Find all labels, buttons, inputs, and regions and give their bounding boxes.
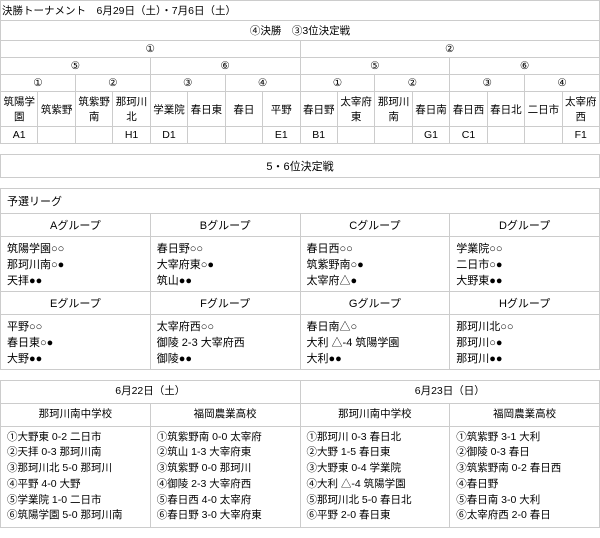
venue-1: 福岡農業高校 xyxy=(150,403,300,426)
tournament-table: 決勝トーナメント 6月29日（土）・7月6日（土） ④決勝 ③3位決定戦 ① ②… xyxy=(0,0,600,144)
group-head: Fグループ xyxy=(150,292,300,315)
quarter-3: ⑤ xyxy=(300,58,450,75)
r16-5: ② xyxy=(375,75,450,92)
code-8: B1 xyxy=(300,127,337,144)
team-3: 那珂川北 xyxy=(113,92,150,127)
team-9: 太宰府東 xyxy=(337,92,374,127)
code-7: E1 xyxy=(263,127,300,144)
venue-3: 福岡農業高校 xyxy=(450,403,600,426)
group-body: 筑陽学園○○那珂川南○●天拝●● xyxy=(1,237,151,292)
group-head: Gグループ xyxy=(300,292,450,315)
group-head: Hグループ xyxy=(450,292,600,315)
tournament-title: 決勝トーナメント 6月29日（土）・7月6日（土） xyxy=(1,1,600,21)
team-14: 二日市 xyxy=(525,92,562,127)
quarter-4: ⑥ xyxy=(450,58,600,75)
semi-1: ① xyxy=(1,41,301,58)
code-13 xyxy=(487,127,524,144)
quarter-1: ⑤ xyxy=(1,58,151,75)
group-head: Eグループ xyxy=(1,292,151,315)
quarter-2: ⑥ xyxy=(150,58,300,75)
code-0: A1 xyxy=(1,127,38,144)
team-11: 春日南 xyxy=(412,92,449,127)
prelim-table: 予選リーグ AグループBグループCグループDグループ 筑陽学園○○那珂川南○●天… xyxy=(0,188,600,370)
r16-2: ③ xyxy=(150,75,225,92)
group-head: Dグループ xyxy=(450,214,600,237)
r16-1: ② xyxy=(75,75,150,92)
code-14 xyxy=(525,127,562,144)
team-13: 春日北 xyxy=(487,92,524,127)
code-9 xyxy=(337,127,374,144)
team-0: 筑陽学園 xyxy=(1,92,38,127)
group-body: 学業院○○二日市○●大野東●● xyxy=(450,237,600,292)
group-head: Cグループ xyxy=(300,214,450,237)
venue-0: 那珂川南中学校 xyxy=(1,403,151,426)
team-12: 春日西 xyxy=(450,92,487,127)
code-5 xyxy=(188,127,225,144)
group-head: Bグループ xyxy=(150,214,300,237)
code-2 xyxy=(75,127,112,144)
group-body: 春日南△○大利 △-4 筑陽学園大利●● xyxy=(300,315,450,370)
team-10: 那珂川南 xyxy=(375,92,412,127)
r16-6: ③ xyxy=(450,75,525,92)
consolation-table: 5・6位決定戦 xyxy=(0,154,600,178)
team-1: 筑紫野 xyxy=(38,92,75,127)
group-head: Aグループ xyxy=(1,214,151,237)
final-row: ④決勝 ③3位決定戦 xyxy=(1,21,600,41)
results-col-1: ①筑紫野南 0-0 太宰府②筑山 1-3 大宰府東③筑紫野 0-0 那珂川④御陵… xyxy=(150,426,300,528)
team-4: 学業院 xyxy=(150,92,187,127)
code-11: G1 xyxy=(412,127,449,144)
team-15: 太宰府西 xyxy=(562,92,599,127)
team-5: 春日東 xyxy=(188,92,225,127)
group-body: 春日西○○筑紫野南○●太宰府△● xyxy=(300,237,450,292)
group-body: 那珂川北○○那珂川○●那珂川●● xyxy=(450,315,600,370)
team-6: 春日 xyxy=(225,92,262,127)
group-body: 平野○○春日東○●大野●● xyxy=(1,315,151,370)
day-1: 6月22日（土） xyxy=(1,381,301,404)
results-col-2: ①那珂川 0-3 春日北②大野 1-5 春日東③大野東 0-4 学業院④大利 △… xyxy=(300,426,450,528)
code-10 xyxy=(375,127,412,144)
team-7: 平野 xyxy=(263,92,300,127)
results-col-3: ①筑紫野 3-1 大利②御陵 0-3 春日③筑紫野南 0-2 春日西④春日野 ⑤… xyxy=(450,426,600,528)
venue-2: 那珂川南中学校 xyxy=(300,403,450,426)
semi-2: ② xyxy=(300,41,600,58)
day-2: 6月23日（日） xyxy=(300,381,600,404)
consolation-label: 5・6位決定戦 xyxy=(1,155,600,178)
group-body: 太宰府西○○御陵 2-3 大宰府西御陵●● xyxy=(150,315,300,370)
team-2: 筑紫野南 xyxy=(75,92,112,127)
team-8: 春日野 xyxy=(300,92,337,127)
r16-7: ④ xyxy=(525,75,600,92)
code-4: D1 xyxy=(150,127,187,144)
r16-4: ① xyxy=(300,75,375,92)
r16-3: ④ xyxy=(225,75,300,92)
schedule-table: 6月22日（土） 6月23日（日） 那珂川南中学校福岡農業高校那珂川南中学校福岡… xyxy=(0,380,600,528)
code-3: H1 xyxy=(113,127,150,144)
code-12: C1 xyxy=(450,127,487,144)
code-1 xyxy=(38,127,75,144)
prelim-title: 予選リーグ xyxy=(1,189,600,214)
code-6 xyxy=(225,127,262,144)
code-15: F1 xyxy=(562,127,599,144)
results-col-0: ①大野東 0-2 二日市②天拝 0-3 那珂川南③那珂川北 5-0 那珂川④平野… xyxy=(1,426,151,528)
r16-0: ① xyxy=(1,75,76,92)
group-body: 春日野○○大宰府東○●筑山●● xyxy=(150,237,300,292)
